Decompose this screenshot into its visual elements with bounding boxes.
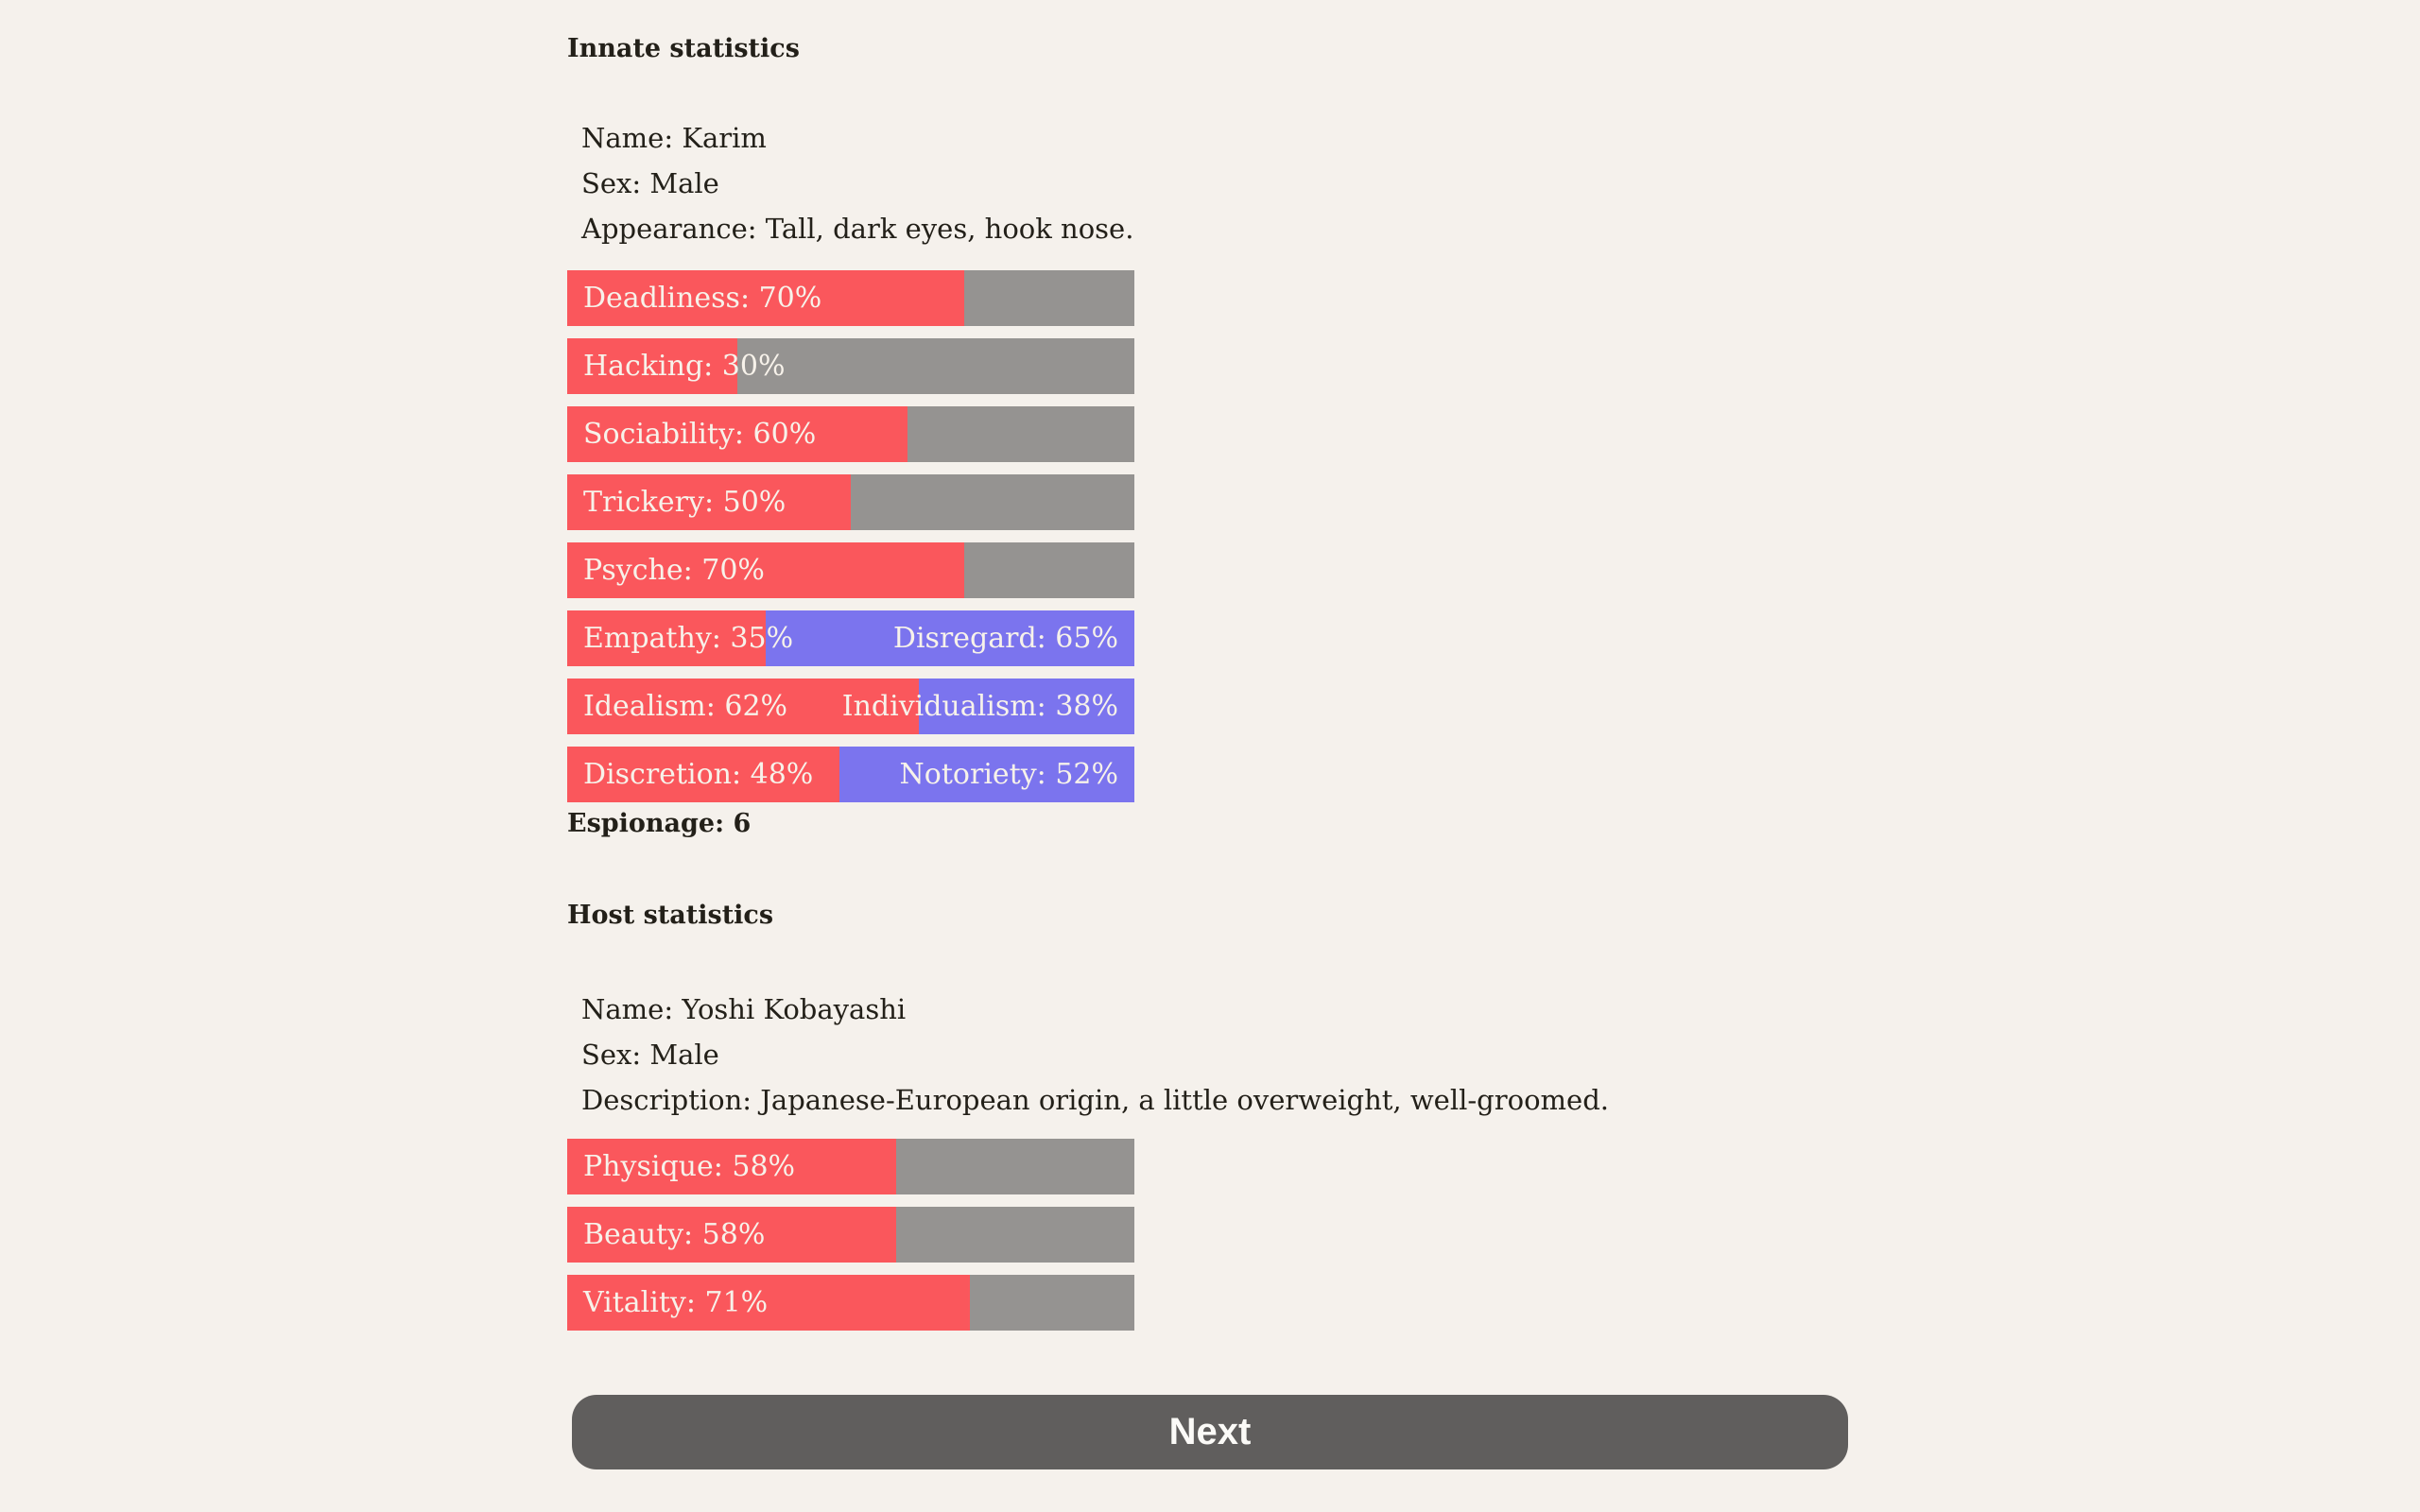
stat-bar-labels: Idealism: 62% Individualism: 38%: [567, 679, 1134, 734]
stat-bar-remainder: [896, 1207, 1134, 1263]
stat-bar: Psyche: 70%: [567, 542, 1134, 598]
stat-bar: Sociability: 60%: [567, 406, 1134, 462]
stat-bar-fill: [567, 679, 919, 734]
stat-bar-labels: Trickery: 50%: [567, 474, 1134, 530]
stat-bar-label: Discretion: 48%: [583, 758, 814, 791]
stat-bar-fill: [567, 610, 766, 666]
host-character-details: Name: Yoshi Kobayashi Sex: Male Descript…: [567, 987, 1609, 1123]
opposed-stat-bar: Empathy: 35% Disregard: 65%: [567, 610, 1134, 666]
innate-sex-line: Sex: Male: [581, 167, 719, 199]
stat-bar-opposed-fill: [839, 747, 1134, 802]
stat-bar-label: Deadliness: 70%: [583, 282, 822, 315]
stat-bar-opposed-fill: [766, 610, 1134, 666]
stat-bar-label: Psyche: 70%: [583, 554, 765, 587]
stat-bar-opposed-label: Disregard: 65%: [892, 622, 1118, 655]
stat-bar-remainder: [896, 1139, 1134, 1194]
stat-bar: Hacking: 30%: [567, 338, 1134, 394]
stat-bar-label: Trickery: 50%: [583, 486, 786, 519]
stat-bar-remainder: [970, 1275, 1134, 1331]
next-button[interactable]: Next: [572, 1395, 1848, 1469]
innate-appearance-line: Appearance: Tall, dark eyes, hook nose.: [581, 213, 1134, 245]
stat-bar-fill: [567, 406, 908, 462]
stat-bar: Trickery: 50%: [567, 474, 1134, 530]
stat-bar: Beauty: 58%: [567, 1207, 1134, 1263]
innate-character-details: Name: Karim Sex: Male Appearance: Tall, …: [567, 115, 1133, 251]
host-statistics-heading: Host statistics: [567, 901, 774, 930]
stat-bar-labels: Discretion: 48% Notoriety: 52%: [567, 747, 1134, 802]
stat-bar-label: Beauty: 58%: [583, 1218, 766, 1251]
stat-bar-label: Vitality: 71%: [583, 1286, 769, 1319]
host-sex-line: Sex: Male: [581, 1039, 719, 1071]
stat-bar-remainder: [908, 406, 1134, 462]
stat-bar-remainder: [737, 338, 1134, 394]
innate-statistics-heading: Innate statistics: [567, 34, 800, 63]
stat-bar: Deadliness: 70%: [567, 270, 1134, 326]
host-stat-bars: Physique: 58% Beauty: 58% Vitality: 71%: [567, 1139, 1134, 1331]
stat-bar-fill: [567, 1139, 896, 1194]
stat-bar-opposed-fill: [919, 679, 1134, 734]
stat-bar-labels: Deadliness: 70%: [567, 270, 1134, 326]
opposed-stat-bar: Idealism: 62% Individualism: 38%: [567, 679, 1134, 734]
stat-bar: Vitality: 71%: [567, 1275, 1134, 1331]
host-description-line: Description: Japanese-European origin, a…: [581, 1084, 1609, 1116]
stat-bar-opposed-label: Individualism: 38%: [841, 690, 1118, 723]
stat-bar-remainder: [964, 270, 1134, 326]
stat-bar-label: Physique: 58%: [583, 1150, 796, 1183]
stat-bar: Physique: 58%: [567, 1139, 1134, 1194]
stat-bar-labels: Vitality: 71%: [567, 1275, 1134, 1331]
stat-bar-label: Idealism: 62%: [583, 690, 788, 723]
next-button-label: Next: [1168, 1411, 1252, 1452]
stat-bar-opposed-label: Notoriety: 52%: [899, 758, 1118, 791]
stat-bar-labels: Sociability: 60%: [567, 406, 1134, 462]
stat-bar-fill: [567, 1207, 896, 1263]
stats-screen: Innate statistics Name: Karim Sex: Male …: [567, 0, 1853, 1512]
stat-bar-remainder: [851, 474, 1134, 530]
stat-bar-label: Empathy: 35%: [583, 622, 794, 655]
stat-bar-fill: [567, 542, 964, 598]
host-name-line: Name: Yoshi Kobayashi: [581, 993, 907, 1025]
stat-bar-fill: [567, 474, 851, 530]
stat-bar-labels: Beauty: 58%: [567, 1207, 1134, 1263]
espionage-heading: Espionage: 6: [567, 809, 752, 838]
stat-bar-label: Sociability: 60%: [583, 418, 817, 451]
stat-bar-labels: Empathy: 35% Disregard: 65%: [567, 610, 1134, 666]
stat-bar-labels: Physique: 58%: [567, 1139, 1134, 1194]
stat-bar-fill: [567, 270, 964, 326]
stat-bar-labels: Psyche: 70%: [567, 542, 1134, 598]
stat-bar-fill: [567, 338, 737, 394]
opposed-stat-bar: Discretion: 48% Notoriety: 52%: [567, 747, 1134, 802]
innate-name-line: Name: Karim: [581, 122, 767, 154]
stat-bar-labels: Hacking: 30%: [567, 338, 1134, 394]
stat-bar-label: Hacking: 30%: [583, 350, 786, 383]
stat-bar-fill: [567, 1275, 970, 1331]
stat-bar-fill: [567, 747, 839, 802]
innate-stat-bars: Deadliness: 70% Hacking: 30% Sociability: …: [567, 270, 1134, 802]
stat-bar-remainder: [964, 542, 1134, 598]
